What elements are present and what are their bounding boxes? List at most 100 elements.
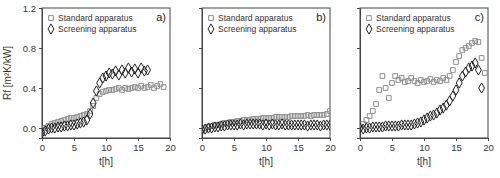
point xyxy=(93,86,99,96)
x-axis-title: t[h] xyxy=(417,156,431,167)
point xyxy=(437,105,443,115)
point xyxy=(390,81,395,86)
marks xyxy=(202,109,330,135)
x-tick-mark xyxy=(74,138,75,141)
x-tick-mark xyxy=(106,138,107,141)
series xyxy=(360,39,487,131)
legend: Standard apparatusScreening apparatus xyxy=(366,13,454,34)
y-tick xyxy=(357,128,360,129)
point xyxy=(312,113,317,118)
y-tick xyxy=(357,88,360,89)
legend-marker xyxy=(367,16,372,21)
point xyxy=(327,120,330,130)
point xyxy=(100,73,106,83)
legend-label: Screening apparatus xyxy=(218,24,296,34)
y-tick xyxy=(357,8,360,9)
point xyxy=(466,44,471,49)
x-tick: 0 xyxy=(358,138,363,153)
legend-marker xyxy=(49,16,54,21)
point xyxy=(299,114,304,119)
x-tick-label: 20 xyxy=(165,142,176,153)
y-tick xyxy=(199,8,202,9)
x-tick-label: 5 xyxy=(72,142,77,153)
point xyxy=(328,109,330,114)
y-tick: 1.2 xyxy=(23,3,42,14)
x-tick: 10 xyxy=(261,138,272,153)
point xyxy=(158,82,163,87)
legend-label: Screening apparatus xyxy=(376,24,454,34)
x-axis-line xyxy=(203,139,331,142)
x-tick-label: 0 xyxy=(40,142,45,153)
point xyxy=(466,63,472,73)
legend-entry: Screening apparatus xyxy=(48,24,136,34)
x-tick: 20 xyxy=(483,138,494,153)
legend-label: Screening apparatus xyxy=(58,24,136,34)
point xyxy=(482,71,487,76)
x-tick-mark xyxy=(488,138,489,141)
series xyxy=(360,58,485,134)
series xyxy=(202,119,330,135)
panel: 05101520t[h]Standard apparatusScreening … xyxy=(357,8,494,167)
plot-frame xyxy=(360,8,488,138)
x-axis-title: t[h] xyxy=(99,156,113,167)
y-tick xyxy=(199,88,202,89)
legend-entry: Standard apparatus xyxy=(49,13,133,23)
point xyxy=(116,70,122,80)
y-tick-mark xyxy=(39,88,42,89)
point xyxy=(454,60,459,65)
panel-label: b) xyxy=(316,11,326,23)
legend-marker xyxy=(366,24,372,34)
point xyxy=(122,68,128,78)
legend-marker xyxy=(208,24,214,34)
marks xyxy=(360,39,487,134)
point xyxy=(90,98,96,108)
point xyxy=(276,115,281,120)
point xyxy=(380,74,385,79)
panel: 051015200.00.40.81.2t[h]Rf [m²K/kW]Stand… xyxy=(2,3,176,167)
x-tick-mark xyxy=(138,138,139,141)
point xyxy=(370,109,375,114)
y-tick-mark xyxy=(199,48,202,49)
x-tick-label: 15 xyxy=(451,142,462,153)
legend-label: Standard apparatus xyxy=(218,13,293,23)
x-tick-mark xyxy=(298,138,299,141)
point xyxy=(421,115,427,125)
point xyxy=(428,77,433,82)
series xyxy=(42,63,151,138)
plot-frame xyxy=(202,8,330,138)
plot-frame xyxy=(42,8,170,138)
panel-label: a) xyxy=(156,11,166,23)
point xyxy=(148,83,153,88)
point xyxy=(87,109,93,119)
point xyxy=(479,56,484,61)
point xyxy=(447,96,453,106)
point xyxy=(431,110,437,120)
point xyxy=(438,79,443,84)
x-axis-title: t[h] xyxy=(259,156,273,167)
point xyxy=(406,79,411,84)
x-tick-label: 0 xyxy=(358,142,363,153)
point xyxy=(418,117,424,127)
x-tick: 5 xyxy=(390,138,395,153)
x-tick: 15 xyxy=(293,138,304,153)
x-tick: 15 xyxy=(451,138,462,153)
x-tick-label: 5 xyxy=(232,142,237,153)
point xyxy=(292,114,297,119)
y-tick-mark xyxy=(199,88,202,89)
point xyxy=(457,54,462,59)
marks xyxy=(42,63,166,138)
x-tick-mark xyxy=(234,138,235,141)
point xyxy=(450,68,455,73)
x-tick: 5 xyxy=(232,138,237,153)
y-axis xyxy=(199,9,203,139)
x-tick-label: 15 xyxy=(293,142,304,153)
x-tick-mark xyxy=(424,138,425,141)
x-tick-label: 20 xyxy=(483,142,494,153)
point xyxy=(273,115,278,120)
point xyxy=(107,88,112,93)
legend: Standard apparatusScreening apparatus xyxy=(208,13,296,34)
point xyxy=(476,40,481,45)
y-tick-label: 1.2 xyxy=(23,3,36,14)
y-tick-mark xyxy=(199,8,202,9)
x-axis-line xyxy=(361,139,489,142)
